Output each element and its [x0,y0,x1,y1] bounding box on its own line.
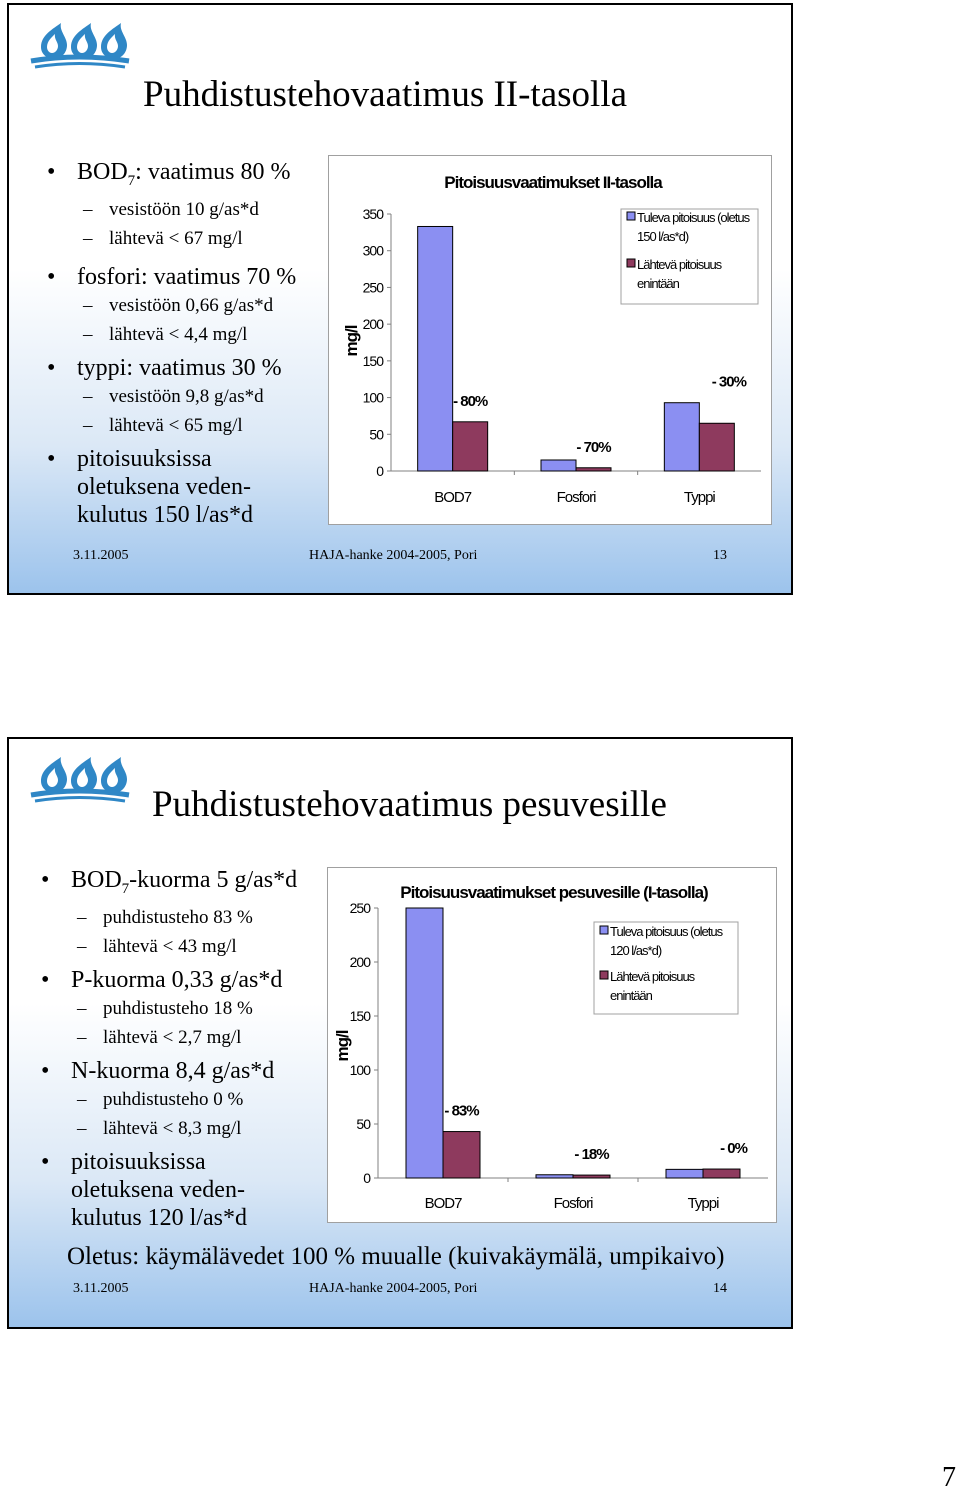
legend-label-line: 120 l/as*d) [610,943,662,958]
x-tick-label: Fosfori [554,1195,594,1212]
reduction-label: - 0% [720,1140,748,1157]
bar-tuleva [665,1168,704,1179]
y-tick-label: 0 [363,1170,371,1186]
reduction-label: - 83% [444,1103,479,1120]
y-tick-label: 300 [363,243,385,259]
sub-bullet: lähtevä < 65 mg/l [43,411,343,440]
slide-title: Puhdistustehovaatimus pesuvesille [152,784,667,825]
legend-label-line: 150 l/as*d) [637,229,689,244]
legend-box [620,208,759,305]
slide-14: Puhdistustehovaatimus pesuvesille BOD7-k… [7,737,793,1329]
bullet-bod7: BOD7: vaatimus 80 % [43,158,343,195]
sub-bullet: lähtevä < 4,4 mg/l [43,320,343,349]
bar-chart: Pitoisuusvaatimukset II-tasolla mg/l 0 50 10… [342,173,761,506]
bullet-typpi: typpi: vaatimus 30 % [43,354,343,382]
footer-slide-number: 14 [713,1281,727,1296]
footer-date: 3.11.2005 [73,548,129,563]
sub-bullet: lähtevä < 2,7 mg/l [37,1023,337,1052]
chart-pesuvesille: Pitoisuusvaatimukset pesuvesille (I-taso… [327,867,777,1223]
y-tick-label: 50 [356,1116,371,1132]
y-tick-label: 350 [363,206,385,222]
x-tick-label: BOD7 [434,489,472,506]
bullet-fosfori: fosfori: vaatimus 70 % [43,263,343,291]
y-tick-label: 100 [363,390,385,406]
sub-bullet: lähtevä < 43 mg/l [37,932,337,961]
bar-lahteva [452,421,489,472]
sub-bullet: vesistöön 10 g/as*d [43,195,343,224]
x-tick-label: BOD7 [425,1195,463,1212]
y-tick-label: 150 [350,1008,372,1024]
sub-bullet: puhdistusteho 18 % [37,994,337,1023]
bullet-p-kuorma: P-kuorma 0,33 g/as*d [37,966,337,994]
sub-bullet: lähtevä < 67 mg/l [43,224,343,253]
y-axis-label: mg/l [342,325,361,356]
y-tick-label: 200 [363,316,385,332]
legend-label-line: Lähtevä pitoisuus [610,969,696,984]
y-tick-label: 0 [376,463,384,479]
slide-13: Puhdistustehovaatimus II-tasolla BOD7: v… [7,3,793,595]
y-tick-label: 150 [363,353,385,369]
y-tick-label: 250 [350,900,372,916]
chart-title: Pitoisuusvaatimukset II-tasolla [444,173,663,192]
reduction-label: - 18% [574,1146,609,1163]
bullet-bod7-kuorma: BOD7-kuorma 5 g/as*d [37,866,337,903]
bar-lahteva [575,467,612,472]
footer-date: 3.11.2005 [73,1281,129,1296]
bullet-n-kuorma: N-kuorma 8,4 g/as*d [37,1057,337,1085]
chart-title: Pitoisuusvaatimukset pesuvesille (I-taso… [400,883,708,902]
bar-tuleva [417,225,454,472]
bullet-pitoisuuksissa: pitoisuuksissa oletuksena veden- kulutus… [43,445,343,529]
y-tick-label: 200 [350,954,372,970]
legend-swatch [626,211,636,221]
x-tick-label: Fosfori [557,489,597,506]
reduction-label: - 70% [576,439,611,456]
reduction-label: - 80% [453,393,488,410]
reduction-label: - 30% [712,374,747,391]
sub-bullet: vesistöön 9,8 g/as*d [43,382,343,411]
y-tick-label: 50 [369,426,384,442]
assumption-note: Oletus: käymälävedet 100 % muualle (kuiv… [67,1243,725,1270]
legend-label-line: enintään [637,276,680,291]
bar-lahteva [442,1131,481,1179]
page-number: 7 [942,1462,956,1493]
slide-title: Puhdistustehovaatimus II-tasolla [143,74,628,115]
legend-swatch [599,925,609,935]
bar-lahteva [572,1174,611,1179]
legend-label-line: enintään [610,988,653,1003]
y-tick-label: 100 [350,1062,372,1078]
bar-tuleva [663,402,700,472]
sub-bullet: lähtevä < 8,3 mg/l [37,1114,337,1143]
legend-swatch [626,258,636,268]
legend-swatch [599,970,609,980]
footer-slide-number: 13 [713,548,727,563]
bar-lahteva [698,422,735,472]
bar-lahteva [702,1168,741,1179]
footer-project: HAJA-hanke 2004-2005, Pori [309,548,478,563]
bullet-list: BOD7-kuorma 5 g/as*d puhdistusteho 83 % … [37,866,337,1232]
sub-bullet: puhdistusteho 0 % [37,1085,337,1114]
y-tick-label: 250 [363,279,385,295]
x-tick-label: Typpi [684,489,716,506]
x-tick-label: Typpi [688,1195,720,1212]
bullet-list: BOD7: vaatimus 80 % vesistöön 10 g/as*d … [43,158,343,529]
chart-ii-tasolla: Pitoisuusvaatimukset II-tasolla mg/l 0 50 10… [328,155,772,525]
footer-project: HAJA-hanke 2004-2005, Pori [309,1281,478,1296]
bullet-pitoisuuksissa: pitoisuuksissa oletuksena veden- kulutus… [37,1148,337,1232]
bar-tuleva [535,1174,574,1179]
y-axis-label: mg/l [333,1030,352,1061]
bar-tuleva [540,459,577,472]
legend-box [593,921,739,1015]
legend-label-line: Lähtevä pitoisuus [637,257,723,272]
bar-tuleva [405,907,444,1179]
sub-bullet: puhdistusteho 83 % [37,903,337,932]
legend-label-line: Tuleva pitoisuus (oletus [610,924,724,939]
water-drops-logo [30,23,130,69]
sub-bullet: vesistöön 0,66 g/as*d [43,291,343,320]
bar-chart: Pitoisuusvaatimukset pesuvesille (I-taso… [333,883,768,1212]
water-drops-logo [30,757,130,803]
legend-label-line: Tuleva pitoisuus (oletus [637,210,751,225]
